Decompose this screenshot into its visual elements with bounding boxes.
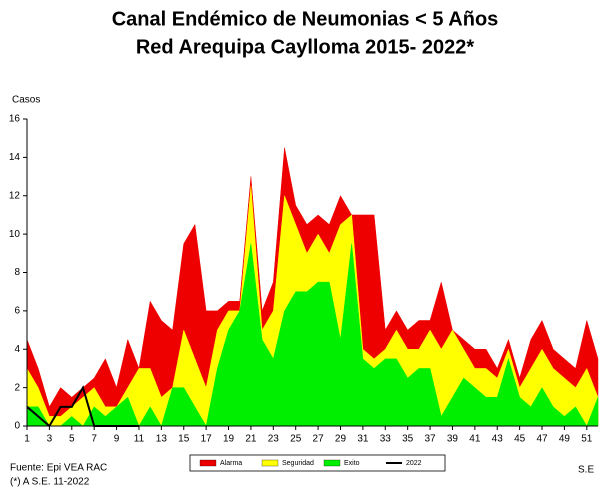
x-tick-label: 43 (492, 434, 504, 445)
x-tick-label: 1 (24, 434, 30, 445)
x-tick-label: 7 (91, 434, 97, 445)
legend-swatch (199, 459, 217, 467)
source-note: Fuente: Epi VEA RAC (10, 463, 107, 474)
y-tick-label: 10 (9, 229, 21, 240)
x-tick-label: 23 (268, 434, 280, 445)
x-tick-label: 11 (134, 434, 145, 445)
legend-label: Seguridad (282, 460, 314, 467)
x-tick-label: 9 (114, 434, 120, 445)
legend-label: Exito (344, 460, 360, 467)
area (26, 243, 599, 427)
x-tick-label: 19 (223, 434, 235, 445)
x-tick-label: 3 (47, 434, 53, 445)
x-tick-label: 37 (424, 434, 436, 445)
y-tick-label: 16 (9, 114, 21, 125)
date-note: (*) A S.E. 11-2022 (10, 477, 90, 488)
legend-swatch (261, 459, 279, 467)
x-tick-label: 45 (514, 434, 526, 445)
x-tick-label: 17 (201, 434, 213, 445)
y-axis-label: Casos (12, 95, 40, 106)
x-tick-label: 51 (581, 434, 593, 445)
y-tick-label: 4 (14, 344, 20, 355)
x-tick-label: 49 (559, 434, 571, 445)
x-tick-label: 25 (290, 434, 302, 445)
y-tick-label: 2 (14, 382, 20, 393)
y-tick-label: 12 (9, 190, 21, 201)
x-tick-label: 31 (357, 434, 369, 445)
x-tick-label: 27 (313, 434, 325, 445)
y-tick-label: 6 (14, 306, 20, 317)
x-tick-label: 13 (156, 434, 168, 445)
x-tick-label: 33 (380, 434, 392, 445)
x-tick-label: 35 (402, 434, 414, 445)
y-tick-label: 8 (14, 267, 20, 278)
legend-label: 2022 (406, 460, 422, 467)
y-tick-label: 0 (14, 421, 20, 432)
legend-label: Alarma (220, 460, 242, 467)
x-axis-label: S.E (578, 465, 594, 476)
legend-swatch (323, 459, 341, 467)
legend-box (189, 454, 446, 472)
x-tick-label: 39 (447, 434, 459, 445)
x-tick-label: 15 (178, 434, 190, 445)
y-tick-label: 14 (9, 152, 21, 163)
x-tick-label: 47 (536, 434, 548, 445)
x-tick-label: 41 (469, 434, 481, 445)
x-tick-label: 29 (335, 434, 347, 445)
chart-title: Canal Endémico de Neumonias < 5 Años (112, 8, 499, 30)
chart-subtitle: Red Arequipa Caylloma 2015- 2022* (136, 36, 475, 58)
x-tick-label: 5 (69, 434, 75, 445)
x-tick-label: 21 (245, 434, 257, 445)
